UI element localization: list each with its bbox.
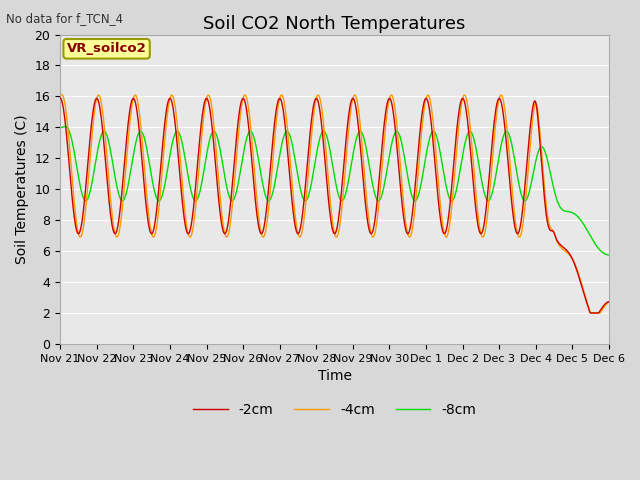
- Line: -8cm: -8cm: [60, 127, 609, 255]
- -2cm: [56, 95, 64, 101]
- Text: VR_soilco2: VR_soilco2: [67, 42, 147, 55]
- -4cm: [390, 99, 398, 105]
- -2cm: [605, 299, 613, 305]
- -8cm: [406, 188, 414, 193]
- -2cm: [406, 227, 413, 232]
- -2cm: [529, 105, 536, 110]
- -2cm: [390, 110, 397, 116]
- Text: No data for f_TCN_4: No data for f_TCN_4: [6, 12, 124, 25]
- -4cm: [605, 299, 613, 305]
- X-axis label: Time: Time: [317, 369, 351, 383]
- Title: Soil CO2 North Temperatures: Soil CO2 North Temperatures: [204, 15, 466, 33]
- -8cm: [605, 252, 613, 258]
- -4cm: [91, 109, 99, 115]
- -2cm: [587, 310, 595, 316]
- -8cm: [56, 125, 64, 131]
- -8cm: [91, 166, 99, 171]
- -4cm: [473, 204, 481, 209]
- -8cm: [473, 152, 481, 157]
- -8cm: [529, 169, 537, 175]
- -4cm: [376, 193, 383, 199]
- -8cm: [376, 197, 383, 203]
- -2cm: [375, 180, 383, 185]
- -2cm: [472, 212, 480, 217]
- -4cm: [56, 92, 64, 98]
- -4cm: [406, 233, 414, 239]
- Y-axis label: Soil Temperatures (C): Soil Temperatures (C): [15, 114, 29, 264]
- -8cm: [61, 124, 69, 130]
- Line: -2cm: -2cm: [60, 98, 609, 313]
- -4cm: [58, 92, 65, 97]
- Legend: -2cm, -4cm, -8cm: -2cm, -4cm, -8cm: [188, 397, 482, 422]
- -4cm: [587, 310, 595, 316]
- -4cm: [529, 110, 537, 116]
- -2cm: [90, 104, 98, 109]
- Line: -4cm: -4cm: [60, 95, 609, 313]
- -8cm: [390, 132, 398, 138]
